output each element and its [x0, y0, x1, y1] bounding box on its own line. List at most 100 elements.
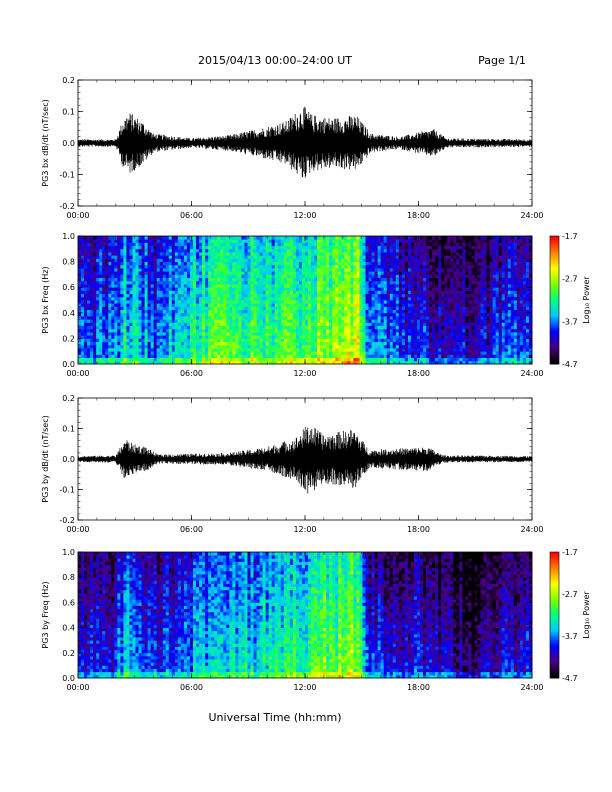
- spectrogram-cell: [435, 245, 439, 250]
- spectrogram-cell: [365, 306, 369, 310]
- spectrogram-cell: [435, 360, 439, 365]
- spectrogram-cell: [356, 316, 360, 320]
- spectrogram-cell: [413, 271, 418, 275]
- spectrogram-cell: [410, 354, 415, 358]
- spectrogram-cell: [320, 360, 324, 365]
- spectrogram-cell: [395, 344, 400, 349]
- spectrogram-cell: [93, 287, 97, 291]
- spectrogram-cell: [247, 242, 251, 246]
- spectrogram-cell: [429, 261, 433, 266]
- spectrogram-cell: [168, 344, 173, 349]
- spectrogram-cell: [108, 354, 112, 358]
- spectrogram-cell: [356, 252, 360, 256]
- spectrogram-cell: [301, 303, 306, 307]
- spectrogram-cell: [262, 316, 267, 320]
- spectrogram-cell: [441, 325, 445, 330]
- spectrogram-cell: [217, 328, 221, 333]
- spectrogram-cell: [126, 300, 130, 304]
- spectrogram-cell: [398, 348, 403, 352]
- spectrogram-cell: [338, 344, 342, 349]
- spectrogram-cell: [235, 277, 239, 282]
- spectrogram-cell: [199, 255, 203, 259]
- spectrogram-cell: [93, 242, 97, 246]
- spectrogram-cell: [341, 290, 345, 294]
- spectrogram-cell: [286, 239, 291, 243]
- spectrogram-cell: [298, 242, 303, 246]
- spectrogram-cell: [259, 360, 264, 365]
- spectrogram-cell: [338, 277, 342, 282]
- spectrogram-cell: [389, 274, 394, 278]
- spectrogram-cell: [380, 261, 385, 266]
- spectrogram-cell: [168, 351, 173, 355]
- spectrogram-cell: [81, 261, 85, 266]
- spectrogram-cell: [332, 255, 336, 259]
- spectrogram-cell: [311, 319, 315, 323]
- spectrogram-cell: [401, 258, 406, 262]
- spectrogram-cell: [292, 248, 297, 253]
- spectrogram-cell: [102, 351, 106, 355]
- spectrogram-cell: [250, 360, 254, 365]
- spectrogram-cell: [347, 248, 351, 253]
- spectrogram-cell: [416, 328, 421, 333]
- spectrogram-cell: [168, 236, 173, 240]
- spectrogram-cell: [359, 348, 363, 352]
- spectrogram-cell: [144, 258, 149, 262]
- spectrogram-cell: [371, 325, 376, 330]
- spectrogram-cell: [435, 287, 439, 291]
- spectrogram-cell: [241, 287, 245, 291]
- spectrogram-cell: [268, 242, 273, 246]
- spectrogram-cell: [156, 261, 161, 266]
- spectrogram-cell: [398, 258, 403, 262]
- spectrogram-cell: [301, 338, 306, 342]
- spectrogram-cell: [365, 348, 369, 352]
- spectrogram-cell: [141, 335, 145, 339]
- spectrogram-cell: [374, 341, 379, 346]
- spectrogram-cell: [395, 322, 400, 326]
- spectrogram-cell: [438, 261, 442, 266]
- spectrogram-cell: [162, 360, 167, 365]
- spectrogram-cell: [241, 248, 245, 253]
- spectrogram-cell: [120, 284, 124, 288]
- spectrogram-cell: [374, 255, 379, 259]
- spectrogram-cell: [305, 325, 309, 330]
- spectrogram-cell: [271, 245, 276, 250]
- spectrogram-cell: [350, 261, 354, 266]
- spectrogram-cell: [274, 287, 279, 291]
- spectrogram-cell: [229, 255, 233, 259]
- spectrogram-cell: [150, 325, 155, 330]
- spectrogram-cell: [162, 261, 167, 266]
- spectrogram-cell: [323, 338, 327, 342]
- spectrogram-cell: [174, 332, 179, 336]
- spectrogram-cell: [289, 348, 294, 352]
- spectrogram-cell: [362, 322, 366, 326]
- spectrogram-cell: [398, 312, 403, 317]
- spectrogram-cell: [150, 316, 155, 320]
- spectrogram-cell: [432, 303, 436, 307]
- spectrogram-cell: [265, 277, 270, 282]
- spectrogram-cell: [365, 344, 369, 349]
- spectrogram-cell: [223, 236, 227, 240]
- spectrogram-cell: [232, 280, 236, 285]
- spectrogram-cell: [211, 277, 215, 282]
- spectrogram-cell: [135, 335, 139, 339]
- spectrogram-cell: [311, 236, 315, 240]
- spectrogram-cell: [271, 354, 276, 358]
- spectrogram-cell: [96, 245, 100, 250]
- spectrogram-cell: [438, 239, 442, 243]
- spectrogram-cell: [108, 290, 112, 294]
- spectrogram-cell: [129, 335, 133, 339]
- spectrogram-cell: [423, 303, 427, 307]
- spectrogram-cell: [283, 248, 288, 253]
- spectrogram-cell: [268, 357, 273, 362]
- spectrogram-cell: [232, 268, 236, 272]
- spectrogram-cell: [371, 284, 376, 288]
- spectrogram-cell: [383, 341, 388, 346]
- spectrogram-cell: [247, 312, 251, 317]
- spectrogram-cell: [159, 277, 164, 282]
- y-axis-label: PG3 bx dB/dt (nT/sec): [41, 99, 50, 186]
- spectrogram-cell: [226, 258, 230, 262]
- spectrogram-cell: [156, 245, 161, 250]
- spectrogram-cell: [308, 360, 312, 365]
- spectrogram-cell: [78, 245, 82, 250]
- spectrogram-cell: [268, 277, 273, 282]
